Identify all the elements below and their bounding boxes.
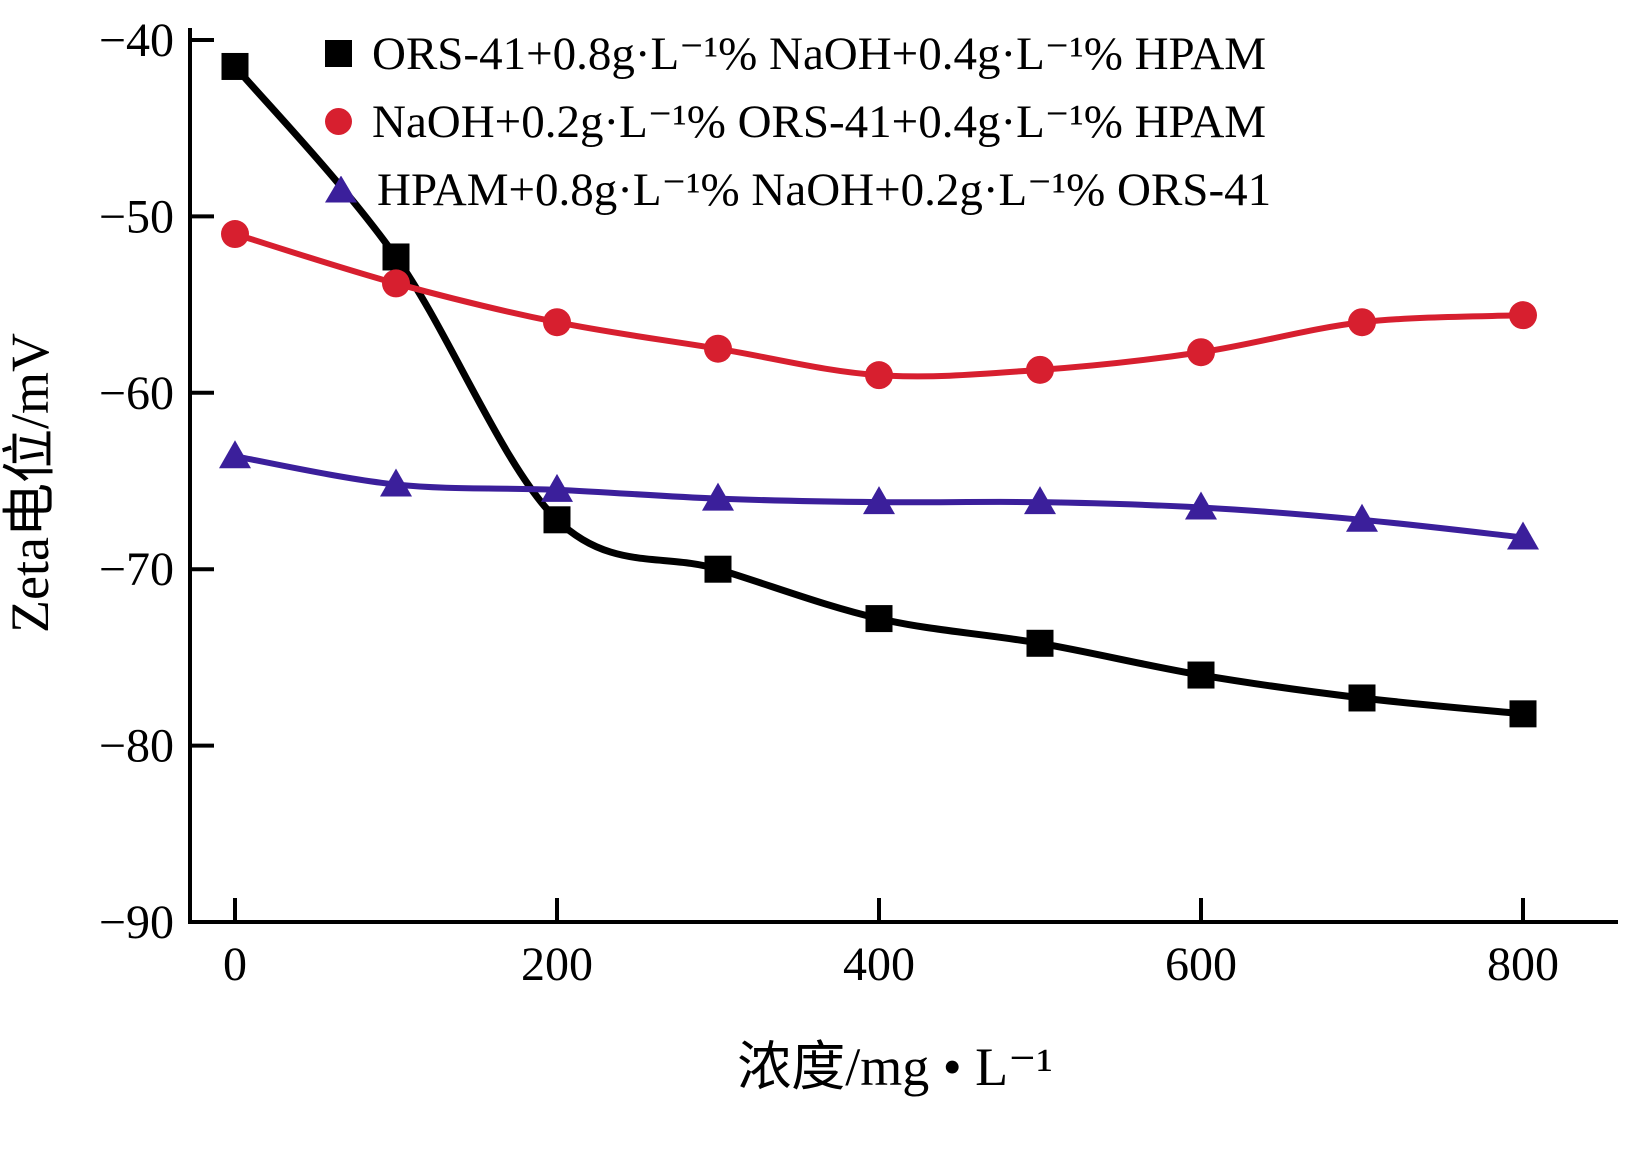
data-point-circle — [865, 361, 893, 390]
y-tick-label: −50 — [99, 190, 174, 243]
data-point-triangle — [1346, 503, 1378, 532]
data-point-circle — [704, 334, 732, 363]
data-point-circle — [1187, 338, 1215, 367]
y-tick-label: −60 — [99, 367, 174, 420]
plot-area: −40 −50 −60 −70 −80 −90 0 200 400 600 800 — [99, 14, 1618, 991]
y-tick-label: −90 — [99, 896, 174, 949]
y-tick-label: −80 — [99, 720, 174, 773]
data-point-circle — [221, 220, 249, 249]
data-point-square — [1348, 684, 1376, 712]
data-point-square — [1026, 629, 1054, 657]
data-point-triangle — [219, 440, 251, 469]
x-tick-label: 0 — [223, 938, 247, 991]
data-point-square — [865, 605, 893, 633]
data-point-circle — [1509, 301, 1537, 330]
x-tick-label: 400 — [843, 938, 915, 991]
data-point-square — [221, 52, 249, 80]
data-point-circle — [1026, 355, 1054, 384]
legend-label: HPAM+0.8g·L⁻¹% NaOH+0.2g·L⁻¹% ORS-41 — [377, 163, 1272, 216]
data-point-circle — [543, 308, 571, 337]
data-point-square — [543, 506, 571, 534]
triangle-marker-icon — [325, 175, 357, 203]
legend-item: ORS-41+0.8g·L⁻¹% NaOH+0.4g·L⁻¹% HPAM — [325, 22, 1271, 84]
data-point-circle — [1348, 308, 1376, 337]
legend-item: HPAM+0.8g·L⁻¹% NaOH+0.2g·L⁻¹% ORS-41 — [325, 158, 1271, 220]
chart-legend: ORS-41+0.8g·L⁻¹% NaOH+0.4g·L⁻¹% HPAM NaOH… — [325, 22, 1271, 220]
data-point-square — [704, 555, 732, 583]
data-point-circle — [382, 269, 410, 298]
circle-marker-icon — [325, 107, 352, 135]
y-tick-label: −70 — [99, 543, 174, 596]
data-point-triangle — [541, 473, 573, 502]
x-tick-label: 200 — [521, 938, 593, 991]
data-point-square — [1509, 700, 1537, 728]
data-point-triangle — [1185, 491, 1217, 520]
legend-item: NaOH+0.2g·L⁻¹% ORS-41+0.4g·L⁻¹% HPAM — [325, 90, 1271, 152]
square-marker-icon — [325, 39, 352, 67]
data-point-square — [382, 243, 410, 271]
y-axis-title: Zeta电位/mV — [0, 333, 60, 633]
data-point-triangle — [380, 468, 412, 497]
legend-label: ORS-41+0.8g·L⁻¹% NaOH+0.4g·L⁻¹% HPAM — [372, 27, 1267, 80]
data-point-triangle — [1507, 521, 1539, 550]
data-point-square — [1187, 661, 1215, 689]
data-point-triangle — [863, 486, 895, 515]
data-point-triangle — [1024, 486, 1056, 515]
x-tick-label: 800 — [1487, 938, 1559, 991]
y-tick-label: −40 — [99, 14, 174, 67]
data-point-triangle — [702, 482, 734, 511]
legend-label: NaOH+0.2g·L⁻¹% ORS-41+0.4g·L⁻¹% HPAM — [372, 95, 1267, 148]
x-tick-label: 600 — [1165, 938, 1237, 991]
x-axis-title: 浓度/mg • L⁻¹ — [737, 1037, 1053, 1097]
